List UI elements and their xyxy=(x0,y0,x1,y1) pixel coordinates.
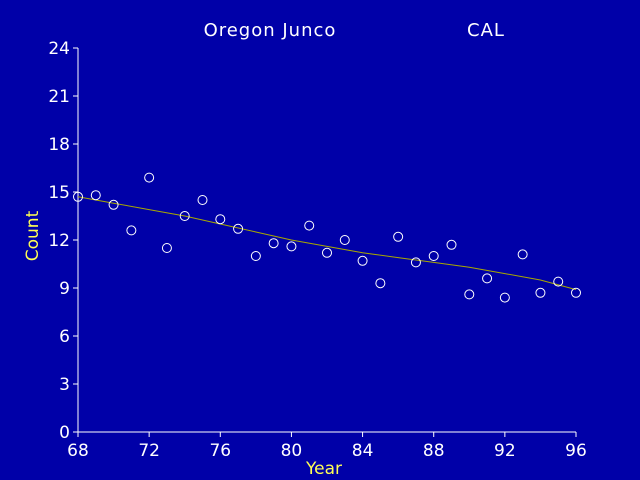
data-points xyxy=(73,172,581,303)
x-tick-label: 88 xyxy=(423,441,445,461)
data-point xyxy=(179,211,190,221)
chart-subtitle: CAL xyxy=(467,20,505,41)
data-point xyxy=(464,289,475,300)
x-tick-label: 92 xyxy=(494,441,516,461)
data-point xyxy=(517,249,528,260)
data-point xyxy=(410,257,421,268)
y-tick-label: 24 xyxy=(48,39,70,59)
y-tick-label: 0 xyxy=(59,423,70,443)
chart-title: Oregon Junco xyxy=(204,20,337,41)
x-axis-ticks: 68 72 76 80 84 88 92 96 xyxy=(67,432,587,461)
y-tick-label: 21 xyxy=(48,87,70,107)
data-point xyxy=(428,251,439,261)
data-point xyxy=(215,214,226,225)
data-point xyxy=(286,241,297,252)
data-point xyxy=(357,255,368,266)
y-tick-label: 18 xyxy=(48,135,70,155)
data-point xyxy=(446,239,457,250)
y-axis-ticks: 0 3 6 9 12 15 18 21 24 xyxy=(48,39,78,443)
data-point xyxy=(161,243,172,253)
x-axis-label: Year xyxy=(305,459,342,479)
x-tick-label: 80 xyxy=(281,441,303,461)
trend-line xyxy=(77,196,577,291)
y-tick-label: 15 xyxy=(48,183,70,203)
data-point xyxy=(144,172,155,183)
x-tick-label: 76 xyxy=(209,441,231,461)
data-point xyxy=(73,191,83,202)
x-tick-label: 96 xyxy=(565,441,587,461)
x-tick-label: 68 xyxy=(67,441,89,461)
data-point xyxy=(250,251,261,261)
data-point xyxy=(90,190,101,201)
data-point xyxy=(268,238,279,249)
y-tick-label: 3 xyxy=(59,375,70,395)
data-point xyxy=(322,247,332,258)
data-point xyxy=(535,287,546,298)
data-point xyxy=(571,287,581,298)
data-point xyxy=(197,195,208,205)
y-tick-label: 6 xyxy=(59,327,70,347)
x-tick-label: 72 xyxy=(138,441,160,461)
data-point xyxy=(375,278,386,289)
data-point xyxy=(393,231,404,242)
x-tick-label: 84 xyxy=(352,441,374,461)
data-point xyxy=(482,273,493,284)
y-tick-label: 9 xyxy=(59,279,70,299)
data-point xyxy=(304,220,315,231)
data-point xyxy=(108,199,119,210)
data-point xyxy=(126,225,137,236)
y-axis-label: Count xyxy=(23,210,43,261)
data-point xyxy=(553,276,564,287)
data-point xyxy=(499,292,510,303)
data-point xyxy=(339,235,350,245)
y-tick-label: 12 xyxy=(48,231,70,251)
data-point xyxy=(233,223,244,234)
